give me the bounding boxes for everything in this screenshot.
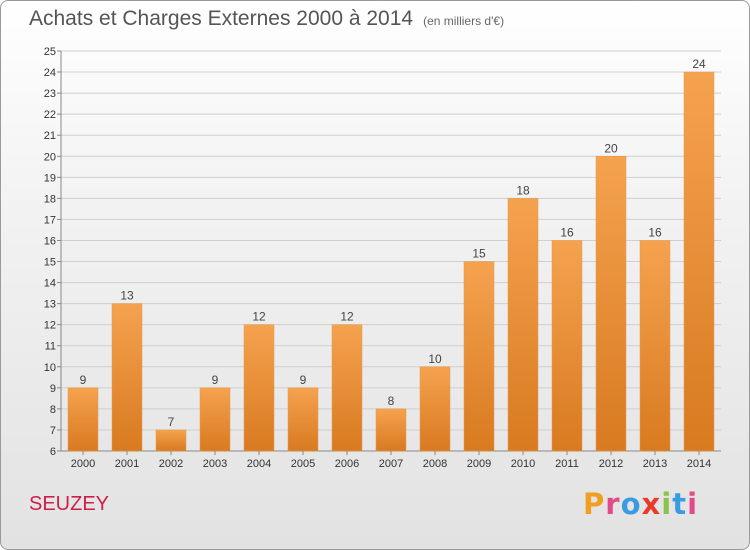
x-tick-label: 2007 <box>379 458 403 470</box>
chart-subtitle: (en milliers d'€) <box>423 14 505 28</box>
logo-letter: o <box>620 487 642 521</box>
data-label: 10 <box>428 352 442 366</box>
x-tick-label: 2001 <box>115 458 139 470</box>
bar <box>287 387 319 452</box>
y-tick-label: 23 <box>44 88 56 100</box>
y-tick-label: 25 <box>44 46 56 58</box>
y-tick-label: 9 <box>50 383 56 395</box>
bar <box>199 387 231 452</box>
x-tick-label: 2012 <box>599 458 623 470</box>
x-tick-label: 2014 <box>687 458 711 470</box>
data-label: 18 <box>516 183 530 197</box>
data-label: 12 <box>340 310 354 324</box>
data-label: 16 <box>648 225 662 239</box>
y-tick-label: 12 <box>44 320 56 332</box>
y-tick-label: 11 <box>45 341 56 353</box>
bars <box>67 71 715 452</box>
x-tick-label: 2003 <box>203 458 227 470</box>
y-tick-label: 19 <box>44 172 56 184</box>
bar <box>463 261 495 452</box>
labels: 6 7 8 9 10 11 12 13 14 15 16 17 18 19 20 21 22 23 24 25 9 200… <box>44 46 711 470</box>
data-label: 15 <box>472 247 486 261</box>
data-label: 12 <box>252 310 266 324</box>
y-tick-label: 14 <box>44 278 56 290</box>
bar <box>683 71 715 452</box>
bar <box>595 156 627 452</box>
bar <box>551 240 583 452</box>
y-tick-label: 6 <box>50 446 56 458</box>
chart-title-text: Achats et Charges Externes 2000 à 2014 <box>29 7 414 30</box>
bar <box>243 324 275 452</box>
data-label: 9 <box>80 373 87 387</box>
y-tick-label: 17 <box>44 214 56 226</box>
y-tick-label: 13 <box>44 299 56 311</box>
bar <box>331 324 363 452</box>
logo-letter: t <box>672 487 688 521</box>
x-tick-label: 2005 <box>291 458 315 470</box>
y-tick-label: 16 <box>44 235 56 247</box>
y-tick-label: 24 <box>44 67 56 79</box>
x-tick-label: 2002 <box>159 458 183 470</box>
y-tick-label: 10 <box>44 362 56 374</box>
logo-letter: P <box>583 487 606 521</box>
bar <box>375 408 407 452</box>
data-label: 20 <box>604 141 618 155</box>
logo-letter: i <box>661 487 673 521</box>
data-label: 8 <box>388 394 395 408</box>
y-tick-label: 18 <box>44 193 56 205</box>
data-label: 16 <box>560 225 574 239</box>
x-tick-label: 2006 <box>335 458 359 470</box>
x-tick-label: 2008 <box>423 458 447 470</box>
y-tick-label: 7 <box>50 425 56 437</box>
y-tick-label: 8 <box>50 404 56 416</box>
bar <box>155 429 187 452</box>
bar <box>419 366 451 452</box>
data-label: 7 <box>168 415 175 429</box>
y-tick-label: 22 <box>44 109 56 121</box>
chart-title: Achats et Charges Externes 2000 à 2014 (e… <box>29 7 504 31</box>
x-tick-label: 2011 <box>555 458 579 470</box>
bar <box>639 240 671 452</box>
logo-letter: r <box>605 487 621 521</box>
data-label: 9 <box>212 373 219 387</box>
data-label: 9 <box>300 373 307 387</box>
bar <box>67 387 99 452</box>
bar <box>111 303 143 452</box>
data-label: 24 <box>692 57 706 71</box>
place-name: SEUZEY <box>29 493 110 515</box>
proxiti-logo: Proxiti <box>583 487 698 521</box>
x-tick-label: 2004 <box>247 458 271 470</box>
x-tick-label: 2009 <box>467 458 491 470</box>
logo-letter: i <box>687 487 699 521</box>
data-label: 13 <box>120 289 134 303</box>
x-tick-label: 2000 <box>71 458 95 470</box>
y-tick-label: 15 <box>44 257 56 269</box>
y-tick-label: 21 <box>44 130 56 142</box>
bar <box>507 198 539 452</box>
x-tick-label: 2013 <box>643 458 667 470</box>
x-tick-label: 2010 <box>511 458 535 470</box>
logo-letter: x <box>641 487 662 521</box>
y-tick-label: 20 <box>44 151 56 163</box>
